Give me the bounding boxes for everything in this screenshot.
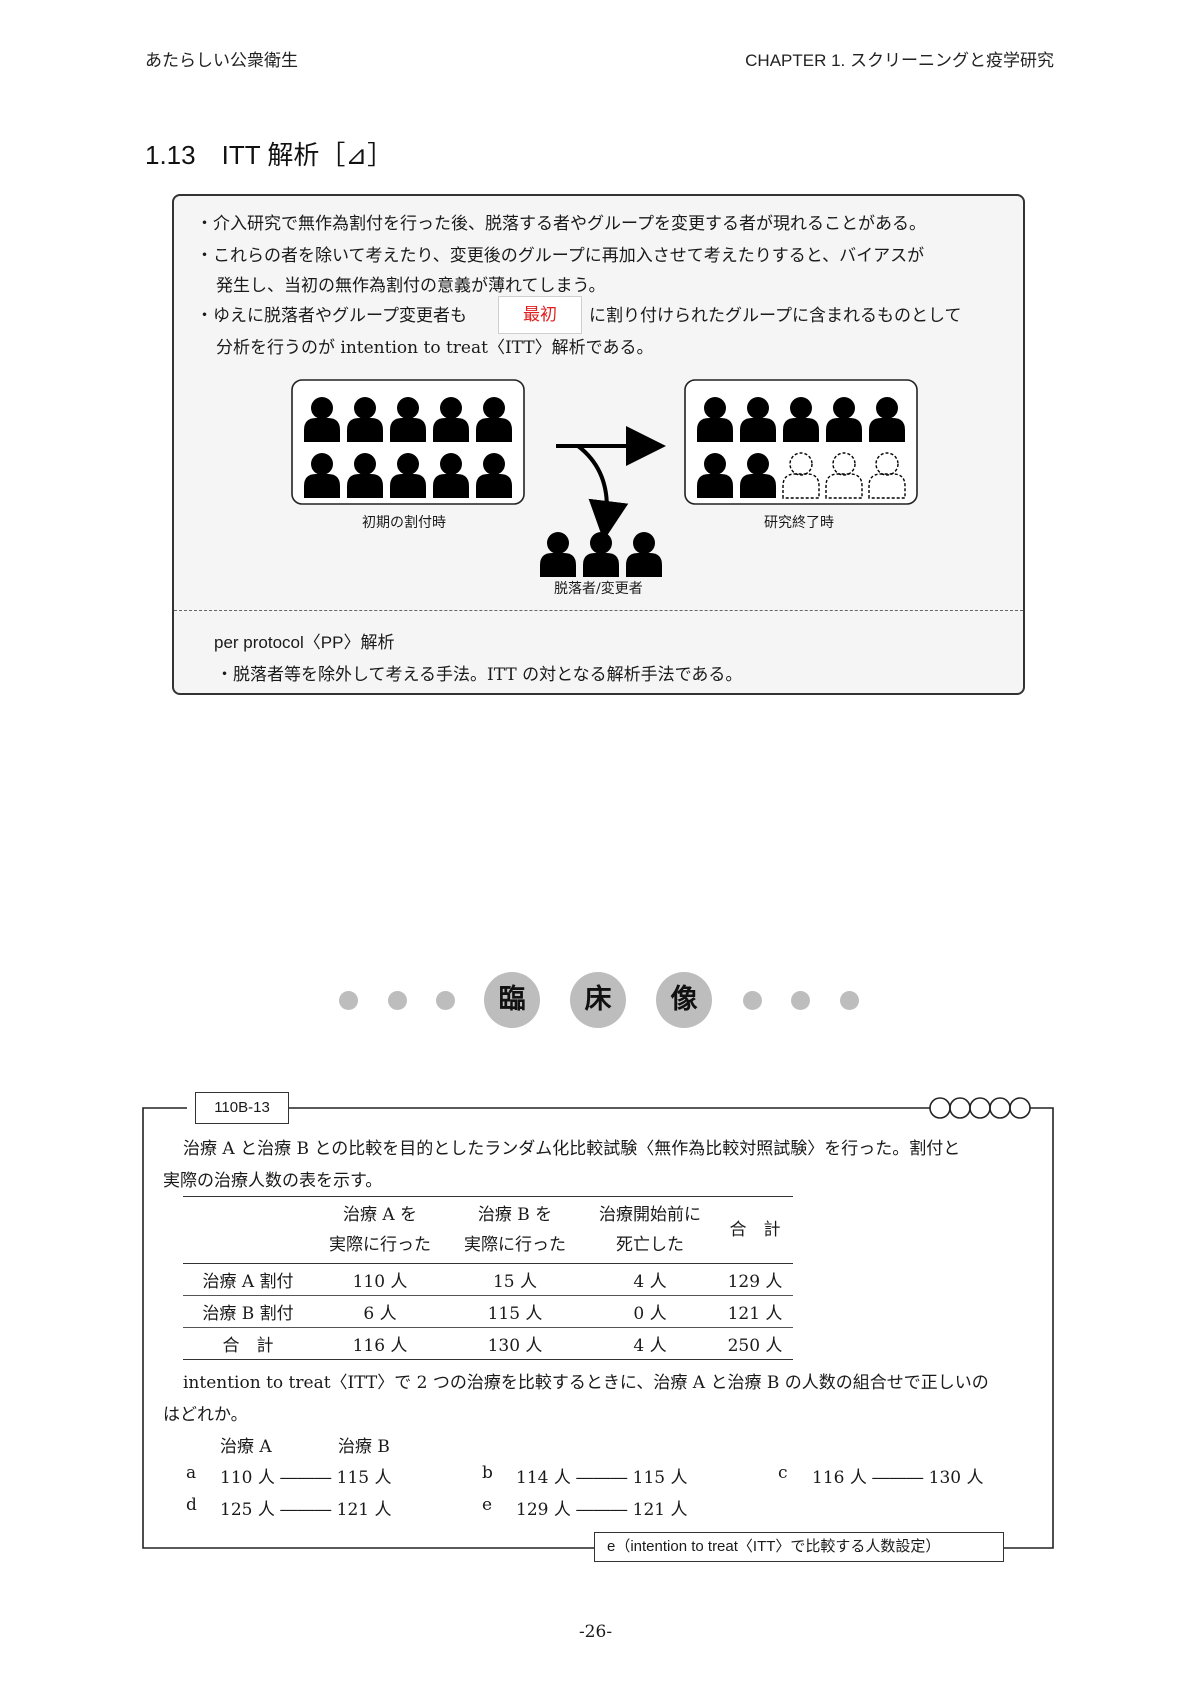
table-cell: 250 人 <box>727 1336 783 1356</box>
itt-diagram <box>291 379 918 577</box>
table-cell: 110 人 <box>352 1272 408 1292</box>
table-row: 治療 A 割付 110 人 15 人 4 人 129 人 <box>183 1264 793 1296</box>
table-cell: 15 人 <box>492 1272 538 1292</box>
allocation-table: 治療 A を実際に行った 治療 B を実際に行った 治療開始前に 死亡した 合 計… <box>183 1196 793 1360</box>
summary-box: ・介入研究で無作為割付を行った後、脱落する者やグループを変更する者が現れることが… <box>172 194 1025 695</box>
table-header-cell: 治療開始前に 死亡した <box>599 1205 701 1255</box>
question-stem-line-1: 治療 A と治療 B との比較を目的としたランダム化比較試験〈無作為比較対照試験… <box>183 1139 961 1159</box>
column-label-a: 治療 A <box>220 1437 272 1457</box>
bullet-3-line-2: 分析を行うのが intention to treat〈ITT〉解析である。 <box>216 338 654 358</box>
question-id: 110B-13 <box>195 1092 289 1124</box>
banner-dot <box>840 991 859 1010</box>
bullet-1: ・介入研究で無作為割付を行った後、脱落する者やグループを変更する者が現れることが… <box>196 214 926 234</box>
table-cell: 116 人 <box>352 1336 408 1356</box>
pp-title: per protocol〈PP〉解析 <box>214 633 395 652</box>
banner-char-1: 臨 <box>484 972 540 1028</box>
dashed-divider <box>174 610 1023 611</box>
table-cell: 合 計 <box>222 1336 274 1356</box>
option-row-1: a 110 人 ――― 115 人 b 114 人 ――― 115 人 c 11… <box>0 1463 1191 1493</box>
answer-box: e（intention to treat〈ITT〉で比較する人数設定） <box>594 1532 1004 1562</box>
table-header-cell: 治療 B を実際に行った <box>464 1205 566 1255</box>
table-header-cell: 合 計 <box>729 1220 781 1240</box>
option-d-text[interactable]: 125 人 ――― 121 人 <box>220 1500 392 1520</box>
highlight-answer-box: 最初 <box>498 296 582 334</box>
table-cell: 121 人 <box>727 1304 783 1324</box>
option-c-letter[interactable]: c <box>778 1463 788 1483</box>
table-cell: 130 人 <box>487 1336 543 1356</box>
bullet-3-post: に割り付けられたグループに含まれるものとして <box>589 306 962 326</box>
question-prompt-line-2: はどれか。 <box>163 1405 248 1425</box>
banner-dot <box>339 991 358 1010</box>
table-cell: 0 人 <box>633 1304 667 1324</box>
page-number: -26- <box>578 1622 613 1642</box>
table-header-cell <box>183 1197 313 1264</box>
table-cell: 治療 B 割付 <box>202 1304 294 1324</box>
option-row-2: d 125 人 ――― 121 人 e 129 人 ――― 121 人 <box>0 1495 1191 1525</box>
option-b-text[interactable]: 114 人 ――― 115 人 <box>516 1468 688 1488</box>
table-cell: 4 人 <box>633 1336 667 1356</box>
caption-dropout: 脱落者/変更者 <box>554 581 643 597</box>
table-cell: 129 人 <box>727 1272 783 1292</box>
table-cell: 4 人 <box>633 1272 667 1292</box>
table-cell: 115 人 <box>487 1304 543 1324</box>
option-e-letter[interactable]: e <box>482 1495 493 1515</box>
dropout-group <box>540 532 662 577</box>
column-label-b: 治療 B <box>338 1437 390 1457</box>
option-a-letter[interactable]: a <box>186 1463 197 1483</box>
table-cell: 治療 A 割付 <box>202 1272 294 1292</box>
pp-text: ・脱落者等を除外して考える手法。ITT の対となる解析手法である。 <box>216 665 743 685</box>
caption-initial: 初期の割付時 <box>362 515 446 531</box>
table-row: 治療 B 割付 6 人 115 人 0 人 121 人 <box>183 1296 793 1328</box>
flow-arrows <box>556 426 666 541</box>
banner-dot <box>743 991 762 1010</box>
initial-allocation-group <box>291 379 525 505</box>
section-title: 1.13 ITT 解析［⊿］ <box>145 140 394 170</box>
bullet-3-pre: ・ゆえに脱落者やグループ変更者も <box>196 306 467 326</box>
option-c-text[interactable]: 116 人 ――― 130 人 <box>812 1468 984 1488</box>
banner-dot <box>436 991 455 1010</box>
running-header-title: あたらしい公衆衛生 <box>145 51 298 70</box>
banner-char-3: 像 <box>656 972 712 1028</box>
option-d-letter[interactable]: d <box>186 1495 197 1515</box>
option-e-text[interactable]: 129 人 ――― 121 人 <box>516 1500 688 1520</box>
bullet-2-line-2: 発生し、当初の無作為割付の意義が薄れてしまう。 <box>216 276 606 296</box>
running-header-chapter: CHAPTER 1. スクリーニングと疫学研究 <box>745 51 1054 70</box>
banner-dot <box>388 991 407 1010</box>
option-b-letter[interactable]: b <box>482 1463 493 1483</box>
banner-char-2: 床 <box>570 972 626 1028</box>
question-prompt-line-1: intention to treat〈ITT〉で 2 つの治療を比較するときに、… <box>183 1373 989 1393</box>
table-cell: 6 人 <box>363 1304 397 1324</box>
question-stem-line-2: 実際の治療人数の表を示す。 <box>163 1171 383 1191</box>
table-row: 合 計 116 人 130 人 4 人 250 人 <box>183 1328 793 1360</box>
end-of-study-group <box>684 379 918 505</box>
table-header-cell: 治療 A を実際に行った <box>329 1205 431 1255</box>
bullet-2-line-1: ・これらの者を除いて考えたり、変更後のグループに再加入させて考えたりすると、バイ… <box>196 246 925 266</box>
caption-end: 研究終了時 <box>764 515 834 531</box>
option-a-text[interactable]: 110 人 ――― 115 人 <box>220 1468 392 1488</box>
banner-dot <box>791 991 810 1010</box>
